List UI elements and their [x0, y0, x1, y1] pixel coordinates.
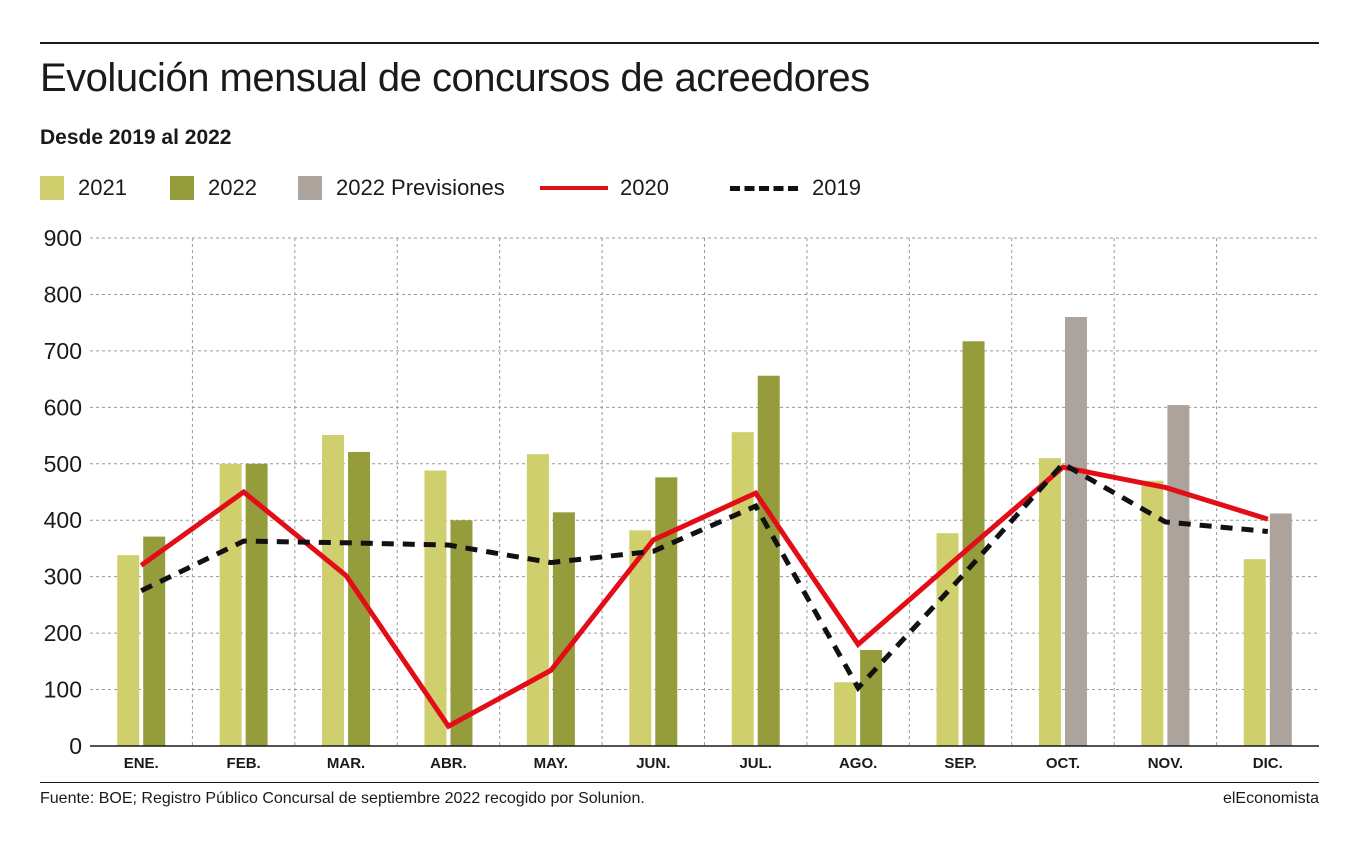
legend-swatch-2022: [170, 176, 194, 200]
y-tick-label: 300: [44, 564, 82, 590]
x-tick-label: DIC.: [1253, 755, 1283, 772]
legend-item-2020: 2020: [540, 172, 669, 204]
legend-label-2022: 2022: [208, 175, 257, 200]
bar-2022: [143, 536, 166, 746]
x-tick-label: ENE.: [124, 755, 159, 772]
bar-2021: [1038, 458, 1061, 746]
bar-2022: [757, 375, 780, 746]
x-tick-label: MAR.: [327, 755, 365, 772]
x-tick-label: JUL.: [739, 755, 772, 772]
x-tick-label: MAY.: [534, 755, 568, 772]
legend-label-2019: 2019: [812, 175, 861, 200]
bar-2021: [936, 533, 959, 746]
bar-2021: [526, 454, 549, 746]
legend-item-2022: 2022: [170, 172, 257, 204]
y-tick-label: 800: [44, 281, 82, 307]
y-tick-label: 400: [44, 507, 82, 533]
legend-item-2019: 2019: [730, 172, 861, 204]
y-tick-label: 600: [44, 394, 82, 420]
legend-label-2021: 2021: [78, 175, 127, 200]
bar-2021: [117, 555, 140, 746]
top-rule: [40, 42, 1319, 44]
legend-label-previsiones: 2022 Previsiones: [336, 175, 505, 200]
chart-subtitle: Desde 2019 al 2022: [40, 126, 232, 149]
x-tick-label: JUN.: [636, 755, 670, 772]
x-tick-label: AGO.: [839, 755, 877, 772]
bar-2022: [860, 650, 883, 746]
bar-2021: [424, 470, 447, 746]
bar-2021: [219, 463, 242, 746]
bar-2022: [245, 463, 268, 746]
y-tick-label: 100: [44, 677, 82, 703]
y-tick-label: 0: [69, 733, 82, 759]
chart-title: Evolución mensual de concursos de acreed…: [40, 56, 870, 100]
legend-item-2022-previsiones: 2022 Previsiones: [298, 172, 505, 204]
x-tick-label: NOV.: [1148, 755, 1183, 772]
line-2020: [139, 464, 1269, 730]
x-tick-label: SEP.: [944, 755, 976, 772]
y-tick-label: 200: [44, 620, 82, 646]
legend-swatch-2021: [40, 176, 64, 200]
line-2019: [140, 460, 1269, 693]
legend-item-2021: 2021: [40, 172, 127, 204]
legend-swatch-previsiones: [298, 176, 322, 200]
y-tick-label: 700: [44, 338, 82, 364]
bar-2021: [834, 682, 857, 746]
bar-2021: [1243, 559, 1266, 746]
y-tick-label: 500: [44, 451, 82, 477]
bottom-rule: [40, 782, 1319, 783]
bar-2022-previsiones: [1064, 317, 1087, 746]
bar-2022: [450, 520, 473, 746]
legend-dash-2019: [730, 185, 798, 191]
bar-2021: [322, 434, 345, 746]
legend-line-2020: [540, 186, 608, 190]
bar-2021: [629, 530, 652, 746]
legend-label-2020: 2020: [620, 175, 669, 200]
x-tick-label: FEB.: [227, 755, 261, 772]
y-tick-label: 900: [44, 225, 82, 251]
bar-2022-previsiones: [1167, 405, 1190, 746]
bar-2022: [552, 512, 575, 746]
source-note: Fuente: BOE; Registro Público Concursal …: [40, 790, 645, 807]
x-tick-label: OCT.: [1046, 755, 1080, 772]
bar-2022: [655, 477, 678, 746]
bar-2021: [731, 432, 754, 746]
x-tick-label: ABR.: [430, 755, 467, 772]
brand-name: elEconomista: [1222, 790, 1319, 807]
bar-2022-previsiones: [1269, 513, 1292, 746]
bar-2021: [1141, 480, 1164, 746]
legend: 2021 2022 2022 Previsiones 2020 2019: [40, 172, 1319, 204]
